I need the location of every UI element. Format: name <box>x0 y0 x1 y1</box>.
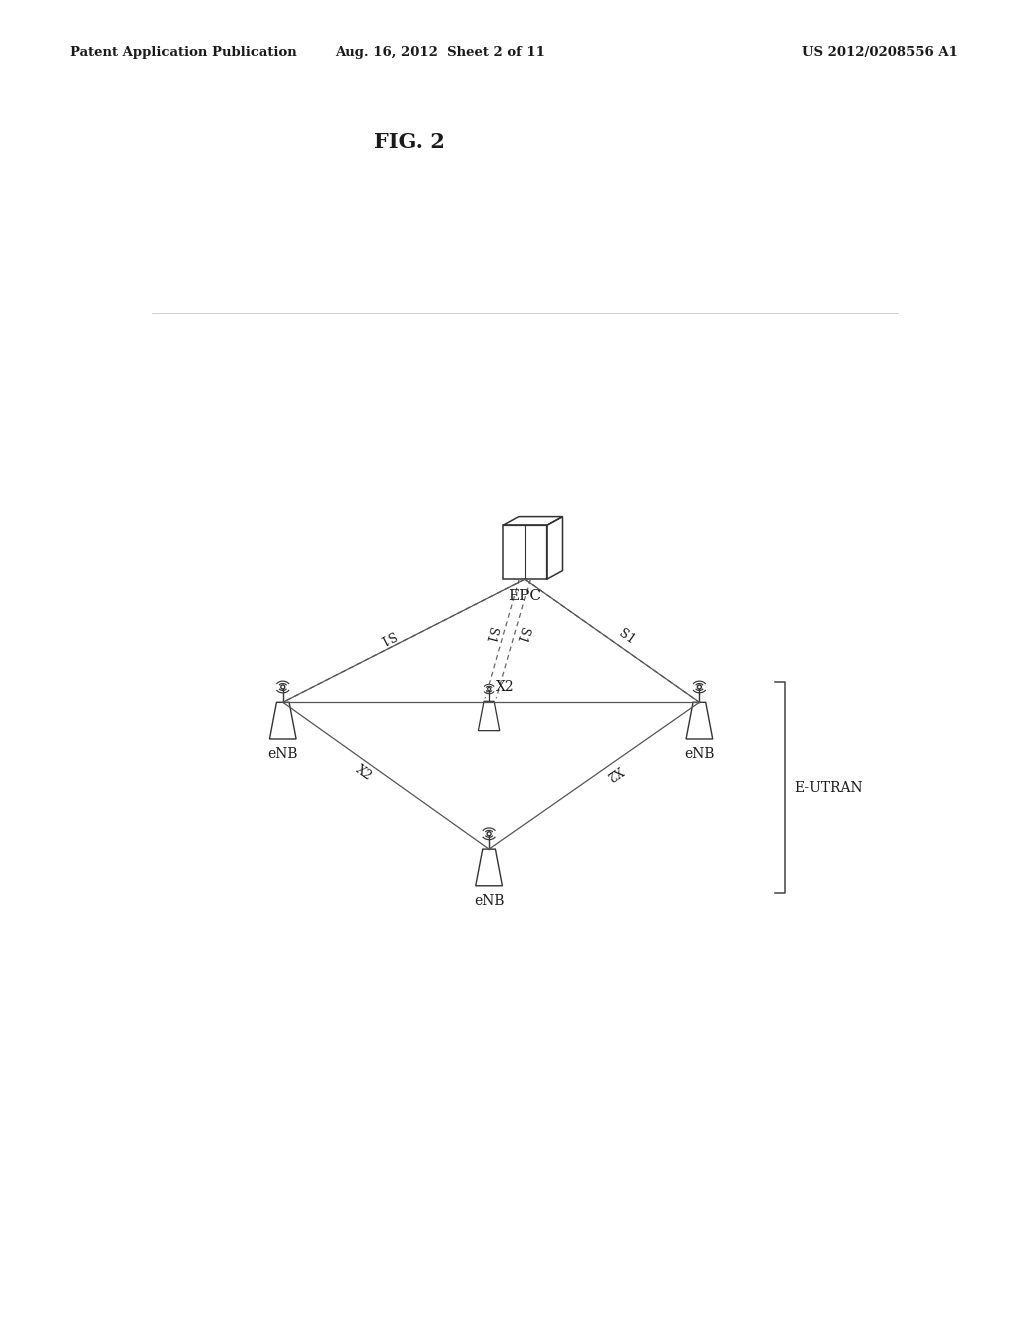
Text: S1: S1 <box>615 627 637 647</box>
Text: S1: S1 <box>481 626 499 644</box>
Text: Aug. 16, 2012  Sheet 2 of 11: Aug. 16, 2012 Sheet 2 of 11 <box>336 46 545 59</box>
Text: E-UTRAN: E-UTRAN <box>795 780 863 795</box>
Text: X2: X2 <box>353 763 375 783</box>
Text: FIG. 2: FIG. 2 <box>374 132 444 152</box>
Text: S1: S1 <box>512 624 530 644</box>
Text: eNB: eNB <box>684 747 715 760</box>
Text: Patent Application Publication: Patent Application Publication <box>70 46 296 59</box>
Text: X2: X2 <box>603 763 625 783</box>
Text: US 2012/0208556 A1: US 2012/0208556 A1 <box>802 46 957 59</box>
Text: S1: S1 <box>376 627 396 647</box>
Text: X2: X2 <box>496 680 514 694</box>
Text: EPC: EPC <box>508 589 542 603</box>
Text: eNB: eNB <box>267 747 298 760</box>
Text: eNB: eNB <box>474 894 505 908</box>
